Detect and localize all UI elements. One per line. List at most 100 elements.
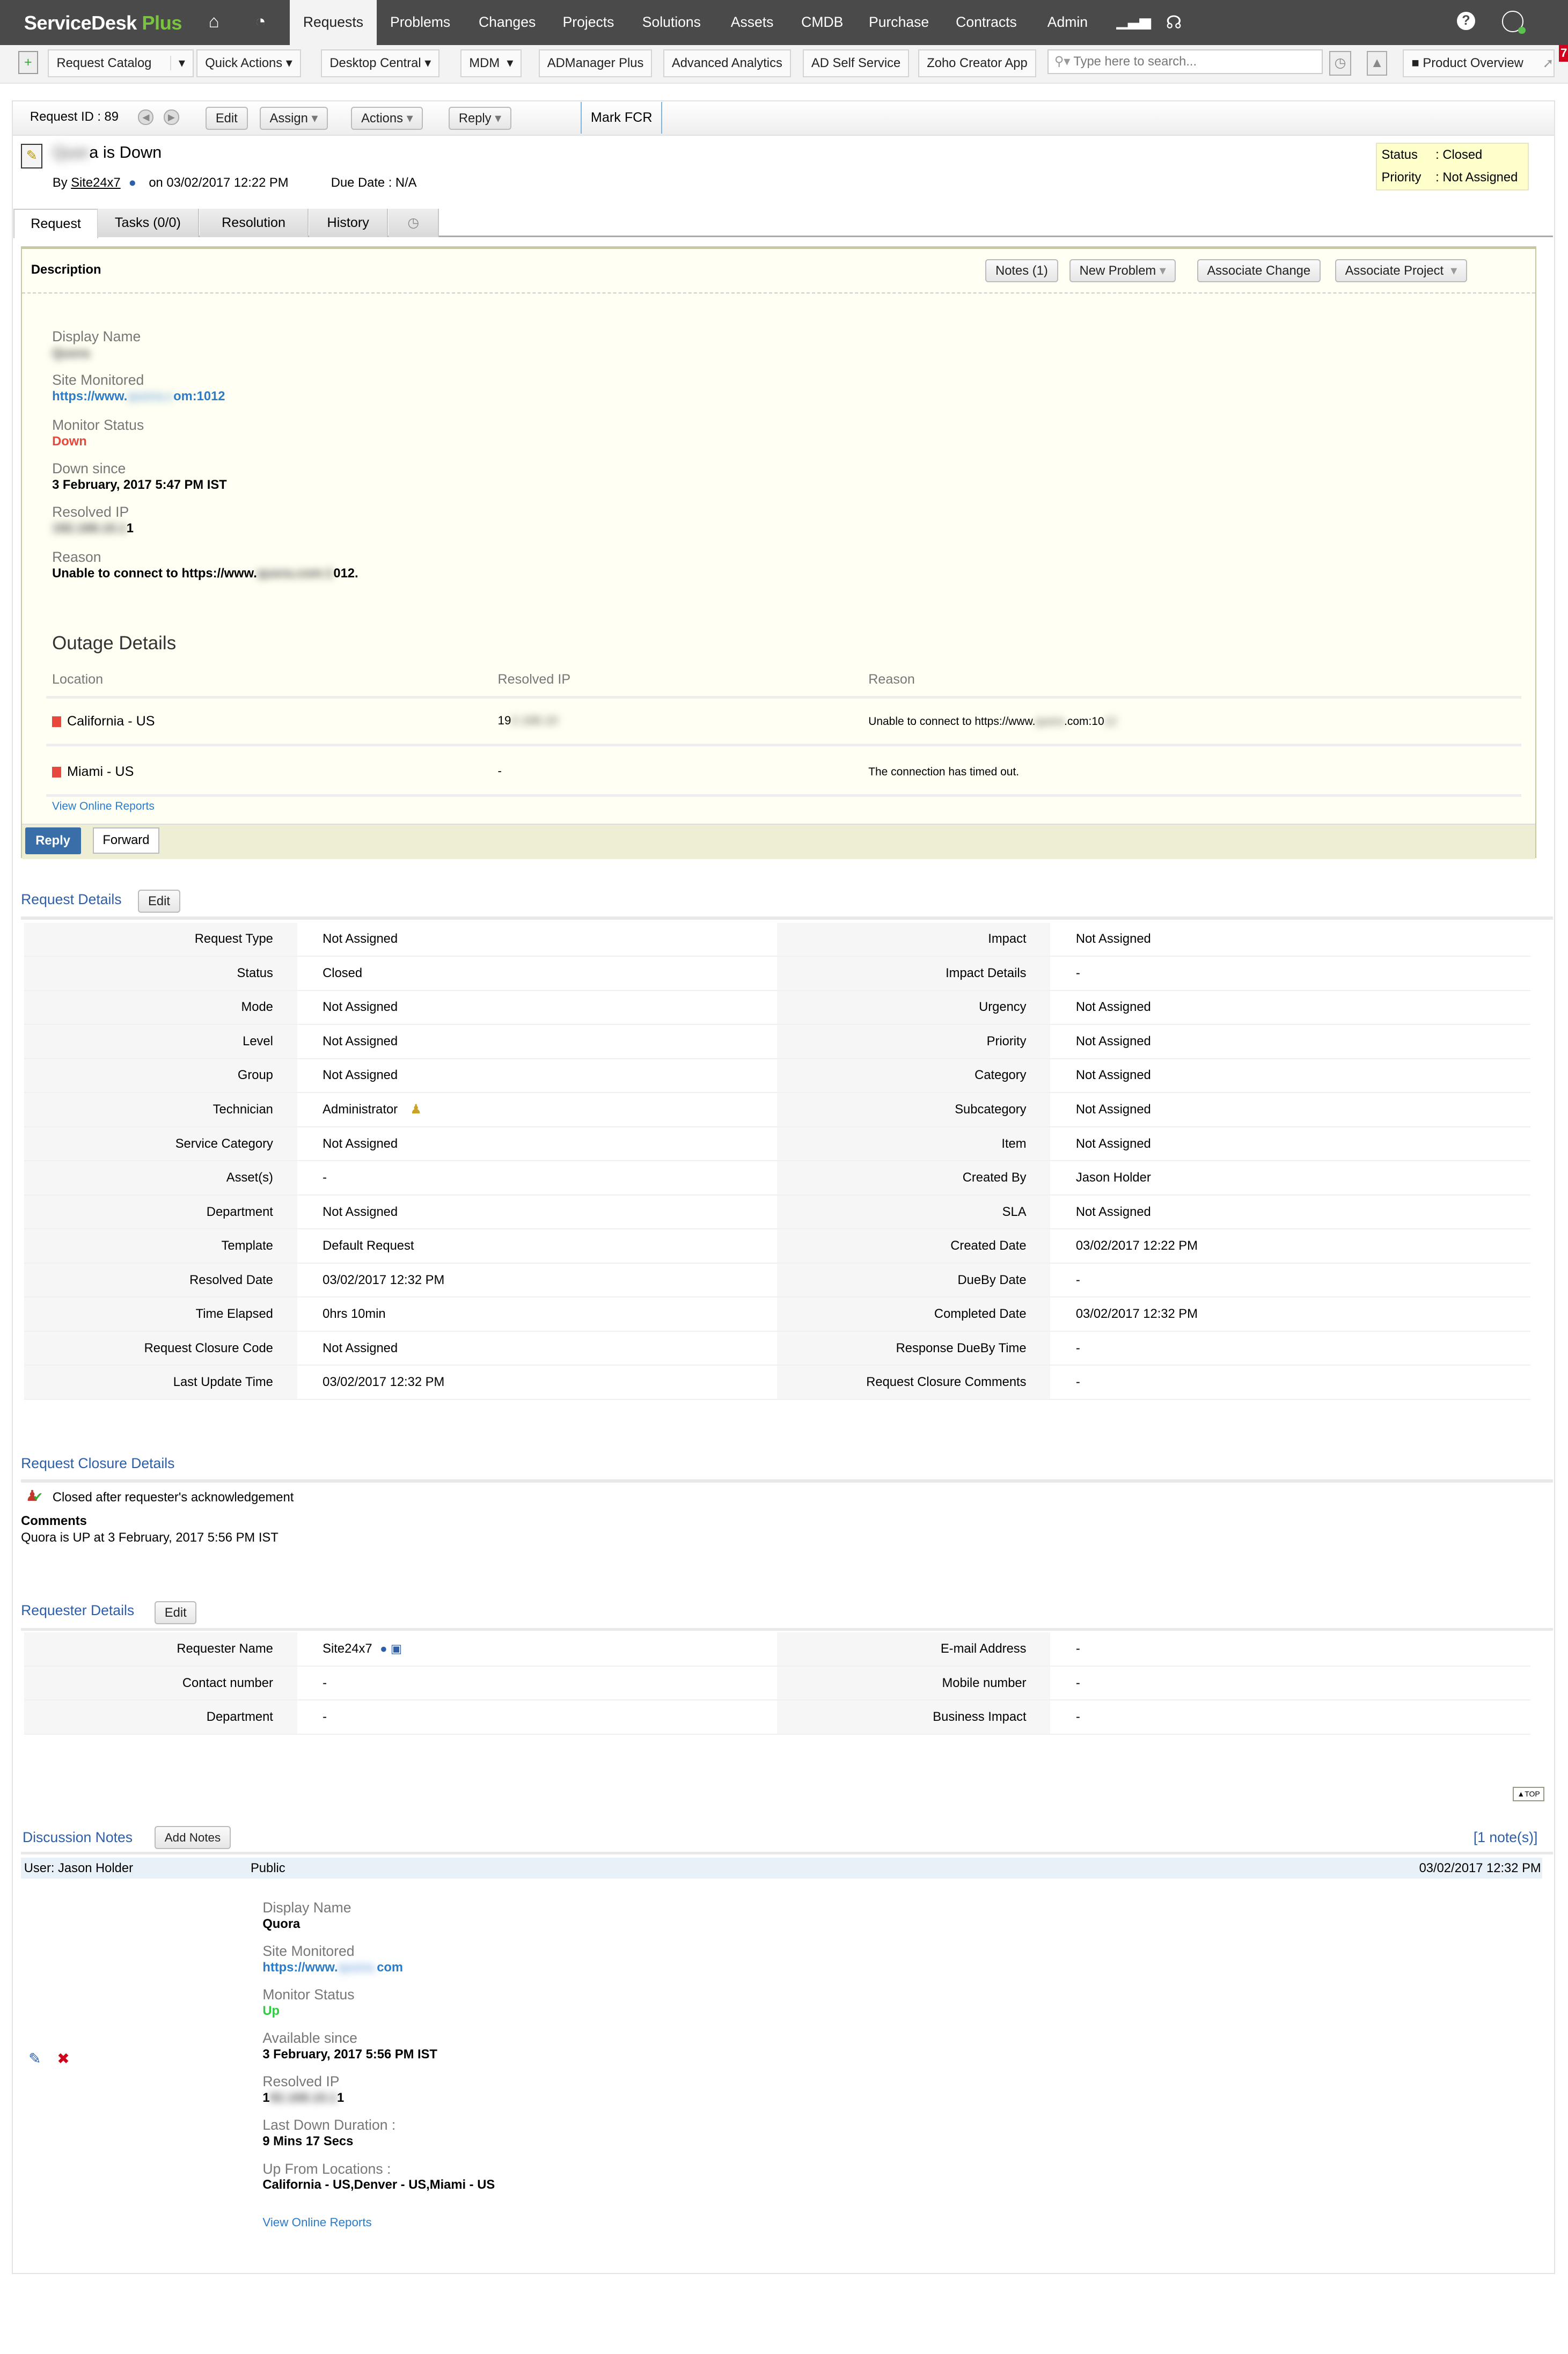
detail-value-text: Default Request xyxy=(323,1238,414,1253)
detail-value-text: Administrator xyxy=(323,1102,398,1117)
rocket-icon[interactable]: ➚ xyxy=(1542,56,1554,71)
note-date: 03/02/2017 12:32 PM xyxy=(1419,1860,1541,1875)
headset-icon[interactable]: ☊ xyxy=(1166,13,1182,33)
detail-row: Group Not Assigned Category Not Assigned xyxy=(24,1058,1531,1094)
nav-projects[interactable]: Projects xyxy=(562,14,614,30)
notes-button[interactable]: Notes (1) xyxy=(985,259,1058,283)
help-icon[interactable]: ? xyxy=(1457,12,1475,30)
add-notes-button[interactable]: Add Notes xyxy=(155,1825,231,1850)
requester-link[interactable]: Site24x7 xyxy=(71,175,121,190)
requester-edit-button[interactable]: Edit xyxy=(155,1601,197,1624)
detail-value-text: Closed xyxy=(323,965,363,980)
detail-label: Urgency xyxy=(777,990,1051,1025)
reply-dropdown-button[interactable]: Reply ▾ xyxy=(449,106,511,130)
next-request-icon[interactable]: ▶ xyxy=(163,109,179,126)
detail-row: Requester Name Site24x7 ● ▣ E-mail Address… xyxy=(24,1632,1531,1667)
detail-value: - xyxy=(297,1161,778,1196)
detail-value: Not Assigned xyxy=(297,1024,778,1059)
mark-fcr-button[interactable]: Mark FCR xyxy=(581,102,663,134)
detail-value: - xyxy=(1050,1331,1531,1366)
product-overview-button[interactable]: ■ Product Overview xyxy=(1403,49,1555,77)
forward-button[interactable]: Forward xyxy=(92,827,160,854)
previous-request-icon[interactable]: ◀ xyxy=(138,109,154,126)
request-details-edit-button[interactable]: Edit xyxy=(138,890,180,913)
nav-solutions[interactable]: Solutions xyxy=(642,14,701,30)
mdm-button[interactable]: MDM ▾ xyxy=(460,49,522,77)
tab-request[interactable]: Request xyxy=(13,208,98,238)
nav-admin[interactable]: Admin xyxy=(1047,14,1088,30)
chat-icon[interactable]: ● xyxy=(128,175,136,190)
home-icon[interactable]: ⌂ xyxy=(208,12,219,32)
detail-value-text: Not Assigned xyxy=(323,932,398,947)
detail-row: Request Type Not Assigned Impact Not Assign… xyxy=(24,922,1531,957)
tab-tasks[interactable]: Tasks (0/0) xyxy=(97,208,200,237)
tab-timer[interactable]: ◷ xyxy=(389,208,439,237)
detail-value: - xyxy=(1050,1666,1531,1701)
ad-self-service-button[interactable]: AD Self Service xyxy=(802,49,910,77)
chat-icon[interactable]: ● ▣ xyxy=(376,1642,402,1656)
nav-contracts[interactable]: Contracts xyxy=(956,14,1017,30)
associate-project-button[interactable]: Associate Project ▾ xyxy=(1335,259,1467,283)
delete-note-icon[interactable]: ✖ xyxy=(57,2050,70,2067)
note-view-online-reports-link[interactable]: View Online Reports xyxy=(262,2216,372,2230)
bell-icon[interactable]: ▲ xyxy=(1367,51,1387,76)
nav-requests[interactable]: Requests xyxy=(289,0,377,45)
reports-icon[interactable]: ▁▃▅ xyxy=(1116,12,1151,30)
detail-label: Contact number xyxy=(24,1666,297,1701)
nav-changes[interactable]: Changes xyxy=(478,14,536,30)
divider xyxy=(21,1479,1554,1483)
description-panel: Description Notes (1) New Problem ▾ Asso… xyxy=(21,246,1537,859)
zoho-creator-app-button[interactable]: Zoho Creator App xyxy=(918,49,1036,77)
request-catalog-button[interactable]: Request Catalog ▾ xyxy=(48,49,194,77)
nav-purchase[interactable]: Purchase xyxy=(868,14,929,30)
back-to-top-button[interactable]: ▲TOP xyxy=(1512,1787,1545,1801)
site-link[interactable]: https://www.quora.com:1012 xyxy=(52,388,225,404)
request-details-table: Request Type Not Assigned Impact Not Assign… xyxy=(24,922,1531,1400)
edit-button[interactable]: Edit xyxy=(206,106,248,130)
quick-actions-button[interactable]: Quick Actions ▾ xyxy=(196,49,301,77)
detail-value: Not Assigned xyxy=(297,990,778,1025)
tab-divider xyxy=(97,236,1554,237)
nav-problems[interactable]: Problems xyxy=(390,14,451,30)
video-icon: ■ xyxy=(1411,56,1419,71)
edit-note-icon[interactable]: ✎ xyxy=(28,2050,41,2067)
reply-button[interactable]: Reply xyxy=(25,827,81,855)
resolved-ip-field: Resolved IP 192.168.10.11 xyxy=(52,503,134,536)
new-request-icon[interactable]: + xyxy=(18,51,39,75)
notes-count-link[interactable]: [1 note(s)] xyxy=(1473,1829,1538,1845)
detail-value-text: Not Assigned xyxy=(1075,1000,1151,1015)
nav-assets[interactable]: Assets xyxy=(730,14,774,30)
actions-button[interactable]: Actions ▾ xyxy=(351,106,423,130)
tab-history[interactable]: History xyxy=(309,208,389,237)
dashboard-icon[interactable]: ◔ xyxy=(255,12,266,32)
user-profile-icon[interactable] xyxy=(1501,10,1526,34)
assign-button[interactable]: Assign ▾ xyxy=(259,106,328,130)
desktop-central-button[interactable]: Desktop Central ▾ xyxy=(321,49,440,77)
detail-label: Technician xyxy=(24,1092,297,1127)
search-input[interactable]: ⚲▾ Type here to search... xyxy=(1047,49,1323,75)
technician-icon[interactable]: ♟ xyxy=(406,1102,422,1117)
history-icon[interactable]: ◷ xyxy=(1329,51,1351,76)
admanager-plus-button[interactable]: ADManager Plus xyxy=(538,49,653,77)
down-indicator-icon xyxy=(52,767,61,778)
detail-value-text: - xyxy=(323,1170,327,1185)
logo[interactable]: ServiceDesk Plus xyxy=(24,12,182,34)
detail-label: Impact Details xyxy=(777,956,1051,991)
detail-value: Not Assigned xyxy=(1050,990,1531,1025)
requester-details-title: Requester Details xyxy=(21,1602,135,1619)
associate-change-button[interactable]: Associate Change xyxy=(1197,259,1321,283)
outage-table-header: Location Resolved IP Reason xyxy=(46,666,1521,699)
chevron-down-icon[interactable]: ▾ xyxy=(170,56,185,71)
advanced-analytics-button[interactable]: Advanced Analytics xyxy=(663,49,791,77)
detail-value: Site24x7 ● ▣ xyxy=(297,1632,778,1667)
note-site-link[interactable]: https://www.quora.com xyxy=(262,1960,404,1975)
reply-bar: Reply Forward xyxy=(22,823,1536,859)
nav-cmdb[interactable]: CMDB xyxy=(801,14,844,30)
new-problem-button[interactable]: New Problem ▾ xyxy=(1069,259,1176,283)
detail-value: Not Assigned xyxy=(1050,1126,1531,1162)
online-status-icon xyxy=(1518,26,1526,34)
due-date: Due Date : N/A xyxy=(331,175,417,190)
tab-resolution[interactable]: Resolution xyxy=(199,208,309,237)
detail-value: 03/02/2017 12:32 PM xyxy=(297,1263,778,1298)
view-online-reports-link[interactable]: View Online Reports xyxy=(52,800,155,812)
